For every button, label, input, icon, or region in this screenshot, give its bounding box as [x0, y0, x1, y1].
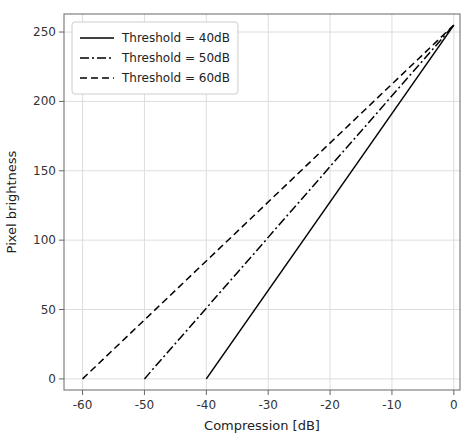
plot-frame — [64, 14, 460, 390]
y-grid-line — [64, 378, 460, 379]
y-grid-line — [64, 170, 460, 171]
x-tick-label: -40 — [197, 398, 217, 412]
x-tick — [268, 390, 269, 395]
y-tick — [59, 309, 64, 310]
y-tick — [59, 101, 64, 102]
y-tick-label: 150 — [33, 164, 56, 178]
legend-label: Threshold = 60dB — [121, 71, 230, 85]
legend: Threshold = 40dB Threshold = 50dB Threshol… — [72, 22, 238, 94]
grid — [64, 14, 460, 390]
y-tick — [59, 32, 64, 33]
x-grid-line — [453, 14, 454, 390]
x-tick-label: -20 — [320, 398, 340, 412]
legend-swatch — [80, 77, 114, 79]
x-tick — [391, 390, 392, 395]
y-tick-label: 50 — [41, 303, 56, 317]
y-grid-line — [64, 240, 460, 241]
x-tick — [330, 390, 331, 395]
y-grid-line — [64, 309, 460, 310]
y-tick — [59, 378, 64, 379]
y-tick-label: 0 — [48, 372, 56, 386]
x-tick — [453, 390, 454, 395]
y-tick-label: 200 — [33, 94, 56, 108]
x-axis-label: Compression [dB] — [204, 418, 320, 433]
legend-label: Threshold = 40dB — [121, 31, 230, 45]
legend-box — [72, 22, 238, 94]
legend-swatch — [80, 57, 114, 59]
x-grid-line — [391, 14, 392, 390]
series-line — [206, 25, 454, 379]
series-line — [83, 25, 454, 379]
x-tick-label: -10 — [382, 398, 402, 412]
x-tick-label: 0 — [450, 398, 458, 412]
x-tick-label: -50 — [135, 398, 155, 412]
x-tick — [206, 390, 207, 395]
x-tick-label: -60 — [73, 398, 93, 412]
x-tick-label: -30 — [258, 398, 278, 412]
legend-label: Threshold = 50dB — [121, 51, 230, 65]
y-tick — [59, 240, 64, 241]
x-tick — [144, 390, 145, 395]
plot-background — [64, 14, 460, 390]
y-tick — [59, 170, 64, 171]
legend-swatch — [80, 37, 114, 39]
y-tick-label: 250 — [33, 25, 56, 39]
y-tick-label: 100 — [33, 233, 56, 247]
x-tick — [82, 390, 83, 395]
y-axis-label: Pixel brightness — [4, 150, 19, 253]
chart: -60 -50 -40 -30 -20 -10 0 0 50 100 150 200 250 Compre… — [0, 0, 476, 442]
series-lines — [83, 25, 454, 379]
